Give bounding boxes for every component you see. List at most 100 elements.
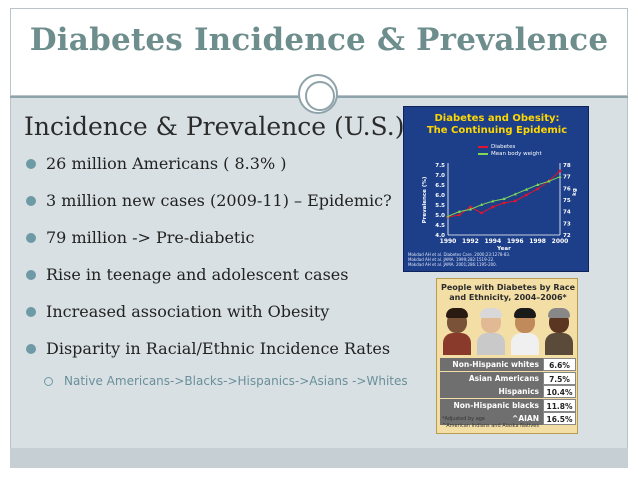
person-image [443, 307, 471, 355]
table-notes: *Adjusted by age ^American Indians and A… [442, 416, 539, 430]
footer-bar [10, 448, 628, 468]
data-point [457, 209, 461, 213]
y-tick-label: 5.5 [435, 203, 445, 209]
table-title-line1: People with Diabetes by Race [440, 283, 576, 292]
legend-label: Mean body weight [491, 151, 542, 157]
bullet-list: 26 million Americans ( 8.3% ) 3 million … [26, 150, 392, 372]
chart-plot: 7.5 7.0 6.5 6.0 5.5 5.0 4.5 4.0 78 77 76 75 74 73 72 19… [422, 163, 578, 252]
x-tick-label: 1992 [462, 238, 479, 245]
table-row: ^AIAN 16.5% [440, 412, 576, 425]
y-axis-label: Prevalence (%) [422, 176, 428, 223]
chart-legend: Diabetes Mean body weight [478, 144, 542, 158]
row-value: 11.8% [543, 398, 576, 412]
data-point [525, 193, 528, 197]
row-value: 16.5% [543, 412, 576, 425]
y-right-tick-label: 74 [563, 210, 571, 216]
table-note: *Adjusted by age [442, 416, 486, 422]
bullet-text: Rise in teenage and adolescent cases [46, 265, 349, 284]
y-right-tick-label: 77 [563, 175, 571, 181]
bullet-text: 3 million new cases (2009-11) – Epidemic… [46, 191, 392, 210]
data-point [536, 183, 540, 187]
person-image [477, 307, 505, 355]
table-row: Non-Hispanic blacks 11.8% [440, 398, 576, 412]
data-point [469, 205, 472, 209]
person-image [511, 307, 539, 355]
series-line [447, 176, 561, 217]
row-category: ^AIAN [440, 412, 543, 425]
person-image [545, 307, 573, 355]
data-point [502, 201, 506, 205]
data-point [480, 211, 483, 215]
x-tick-label: 2000 [552, 238, 569, 245]
bullet-item: 26 million Americans ( 8.3% ) [26, 150, 392, 187]
bullet-text: Disparity in Racial/Ethnic Incidence Rat… [46, 339, 391, 358]
citation-line: Mokdad AH et al. JAMA. 1999;282:1519-22. [408, 257, 495, 262]
y-tick-label: 7.5 [435, 163, 445, 169]
data-point [480, 202, 484, 206]
y-tick-label: 6.0 [435, 193, 445, 199]
data-point [547, 179, 551, 183]
row-value: 6.6% [543, 358, 576, 371]
data-point [558, 174, 562, 178]
diabetes-obesity-chart: Diabetes and Obesity: The Continuing Epi… [403, 106, 589, 272]
x-tick-label: 1990 [440, 238, 457, 245]
y-tick-label: 6.5 [435, 183, 445, 189]
data-point [502, 197, 506, 201]
y-right-tick-label: 78 [563, 163, 571, 169]
table-rows: Non-Hispanic whites 6.6% Asian Americans 7… [440, 358, 576, 426]
chart-title-line1: Diabetes and Obesity: [434, 113, 560, 124]
table-row: Non-Hispanic whites 6.6% [440, 358, 576, 371]
row-value: 10.4% [543, 385, 576, 398]
citation-line: Mokdad AH et al. Diabetes Care. 2000;23:… [408, 252, 511, 257]
data-point [491, 205, 495, 209]
bullet-item: 3 million new cases (2009-11) – Epidemic… [26, 187, 392, 224]
bullet-dot-icon [26, 159, 36, 169]
y-right-tick-label: 75 [563, 198, 571, 204]
data-point [536, 187, 539, 191]
data-point [457, 213, 461, 217]
bullet-item: Rise in teenage and adolescent cases [26, 261, 392, 298]
row-value: 7.5% [543, 371, 576, 385]
legend-entry-diabetes: Diabetes [478, 144, 542, 151]
bullet-text: 26 million Americans ( 8.3% ) [46, 154, 287, 173]
circle-ornament-icon [298, 74, 338, 114]
legend-entry-weight: Mean body weight [478, 151, 542, 158]
ring-bullet-icon [44, 377, 53, 386]
bullet-dot-icon [26, 307, 36, 317]
bullet-item: Increased association with Obesity [26, 298, 392, 335]
citation-line: Mokdad AH et al. JAMA. 2001;286:1195-200… [408, 262, 497, 267]
bullet-dot-icon [26, 196, 36, 206]
legend-swatch-weight [478, 152, 488, 155]
y-tick-label: 7.0 [435, 173, 445, 179]
y-right-tick-label: 72 [563, 233, 571, 239]
legend-label: Diabetes [491, 144, 516, 150]
data-point [513, 199, 517, 203]
chart-citations: Mokdad AH et al. Diabetes Care. 2000;23:… [408, 252, 510, 267]
table-title-line2: and Ethnicity, 2004–2006* [449, 293, 567, 302]
table-note: ^American Indians and Alaska Natives [442, 423, 539, 429]
row-category: Hispanics [440, 385, 543, 398]
table-title: People with Diabetes by Race and Ethnici… [437, 283, 579, 303]
slide-title: Diabetes Incidence & Prevalence [29, 22, 609, 58]
chart-title-line2: The Continuing Epidemic [426, 125, 568, 136]
data-point [491, 199, 495, 203]
bullet-item: 79 million -> Pre-diabetic [26, 224, 392, 261]
data-point [558, 169, 562, 173]
x-tick-label: 1996 [507, 238, 524, 245]
y-right-axis-label: kg [572, 188, 578, 196]
x-tick-label: 1998 [529, 238, 546, 245]
data-point [468, 207, 472, 211]
chart-title: Diabetes and Obesity: The Continuing Epi… [404, 113, 590, 137]
y-tick-label: 4.0 [435, 233, 445, 239]
bullet-dot-icon [26, 233, 36, 243]
y-tick-label: 4.5 [435, 223, 445, 229]
bullet-item: Disparity in Racial/Ethnic Incidence Rat… [26, 335, 392, 372]
data-point [524, 187, 528, 191]
people-photo [443, 307, 573, 355]
bullet-text: Increased association with Obesity [46, 302, 330, 321]
table-row: Hispanics 10.4% [440, 385, 576, 398]
y-right-tick-label: 73 [563, 221, 571, 227]
row-category: Non-Hispanic blacks [440, 398, 543, 412]
bullet-dot-icon [26, 270, 36, 280]
race-ethnicity-table: People with Diabetes by Race and Ethnici… [436, 278, 578, 434]
